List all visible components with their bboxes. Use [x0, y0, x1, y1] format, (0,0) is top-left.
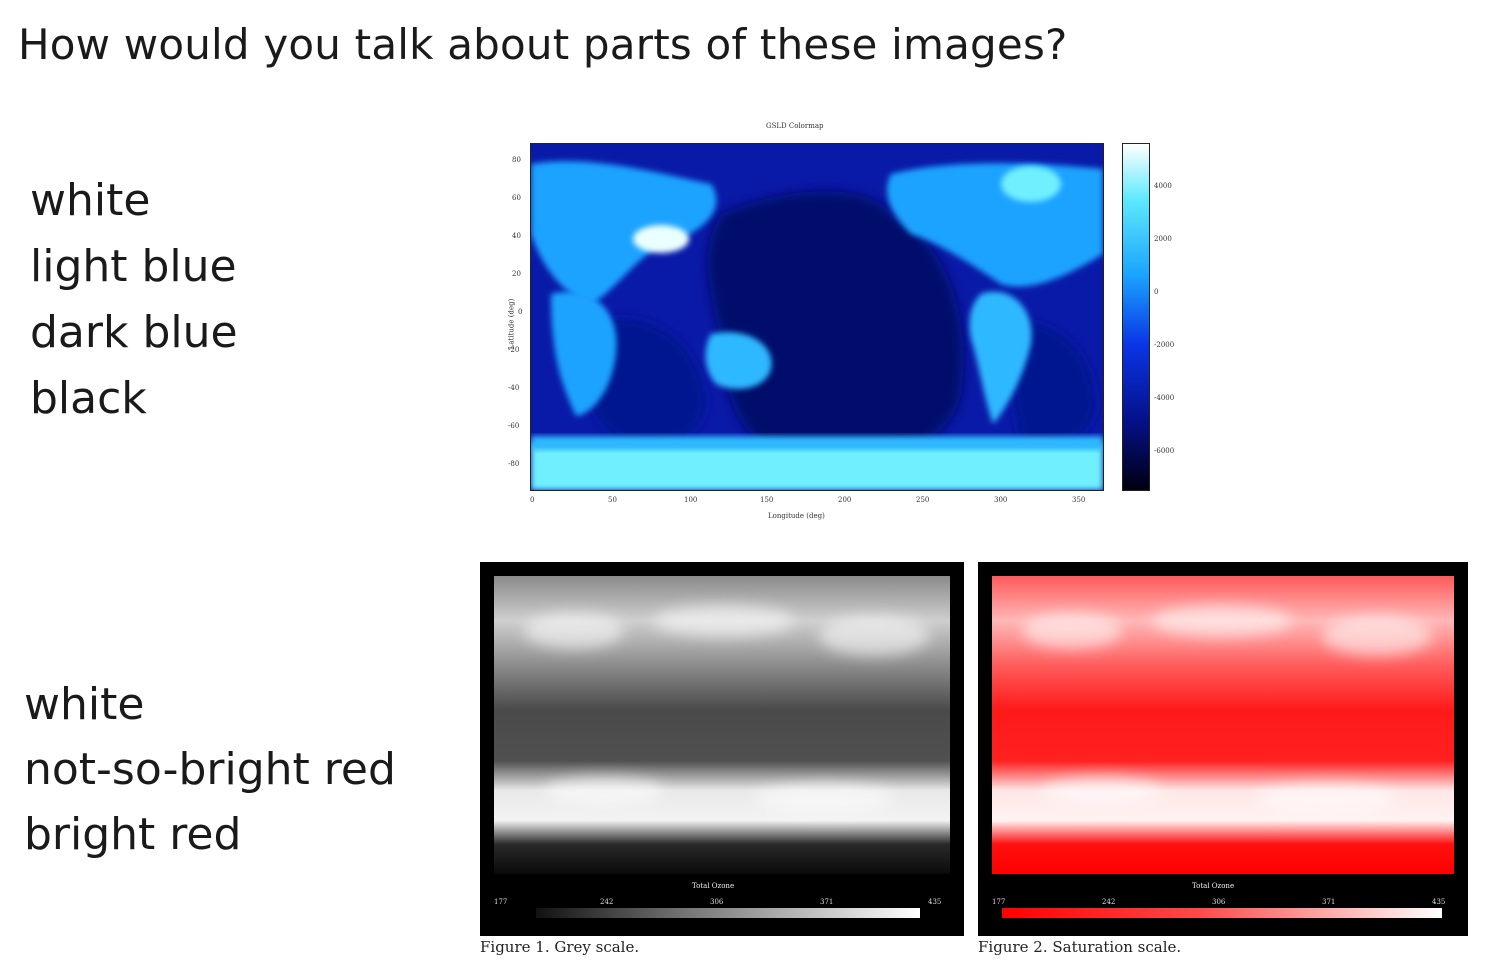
y-tick: 60	[512, 194, 521, 202]
bar-tick: 435	[928, 898, 942, 906]
y-tick: -40	[508, 384, 520, 392]
blue-color-terms-list: white light blue dark blue black	[30, 168, 238, 432]
bar-tick: 242	[600, 898, 614, 906]
colorbar-tick: -6000	[1154, 447, 1175, 455]
world-map-figure: GSLD Colormap	[500, 110, 1200, 530]
y-tick: 20	[512, 270, 521, 278]
term-white: white	[30, 175, 151, 226]
x-tick: 350	[1072, 496, 1086, 504]
bar-tick: 306	[710, 898, 724, 906]
grey-colorbar	[536, 908, 920, 918]
bar-tick: 435	[1432, 898, 1446, 906]
x-tick: 50	[608, 496, 617, 504]
x-tick: 150	[760, 496, 774, 504]
bar-tick: 177	[494, 898, 508, 906]
term-black: black	[30, 373, 147, 424]
world-map-image	[530, 143, 1104, 491]
x-tick: 200	[838, 496, 852, 504]
bar-tick: 242	[1102, 898, 1116, 906]
y-tick: 80	[512, 156, 521, 164]
saturation-colorbar	[1002, 908, 1442, 918]
x-tick: 0	[530, 496, 535, 504]
world-map-svg	[531, 144, 1103, 490]
grey-scale-svg	[494, 576, 950, 874]
colorbar-tick: -4000	[1154, 394, 1175, 402]
colorbar-tick: 0	[1154, 288, 1159, 296]
term-not-so-bright-red: not-so-bright red	[24, 744, 396, 795]
colorbar-title: Total Ozone	[1192, 882, 1235, 890]
term-dark-blue: dark blue	[30, 307, 238, 358]
colorbar-tick: 4000	[1154, 182, 1172, 190]
x-tick: 300	[994, 496, 1008, 504]
bar-tick: 306	[1212, 898, 1226, 906]
saturation-scale-image	[992, 576, 1454, 874]
bar-tick: 371	[820, 898, 834, 906]
term-white: white	[24, 679, 145, 730]
saturation-scale-figure: Total Ozone 177 242 306 371 435	[978, 562, 1468, 936]
caption-figure-1: Figure 1. Grey scale.	[480, 938, 640, 956]
colorbar	[1122, 143, 1150, 491]
bar-tick: 371	[1322, 898, 1336, 906]
y-axis-label: Latitude (deg)	[507, 298, 516, 350]
y-tick: 0	[518, 308, 523, 316]
y-tick: 40	[512, 232, 521, 240]
y-tick: -20	[508, 346, 520, 354]
bar-tick: 177	[992, 898, 1006, 906]
term-bright-red: bright red	[24, 809, 242, 860]
slide-title: How would you talk about parts of these …	[18, 20, 1068, 69]
grey-scale-figure: Total Ozone 177 242 306 371 435	[480, 562, 964, 936]
x-axis-label: Longitude (deg)	[768, 512, 825, 520]
y-tick: -80	[508, 460, 520, 468]
map-title: GSLD Colormap	[766, 122, 824, 130]
term-light-blue: light blue	[30, 241, 237, 292]
colorbar-tick: 2000	[1154, 235, 1172, 243]
colorbar-tick: -2000	[1154, 341, 1175, 349]
x-tick: 100	[684, 496, 698, 504]
colorbar-title: Total Ozone	[692, 882, 735, 890]
saturation-scale-svg	[992, 576, 1454, 874]
grey-scale-image	[494, 576, 950, 874]
red-color-terms-list: white not-so-bright red bright red	[24, 672, 396, 867]
x-tick: 250	[916, 496, 930, 504]
caption-figure-2: Figure 2. Saturation scale.	[978, 938, 1182, 956]
y-tick: -60	[508, 422, 520, 430]
